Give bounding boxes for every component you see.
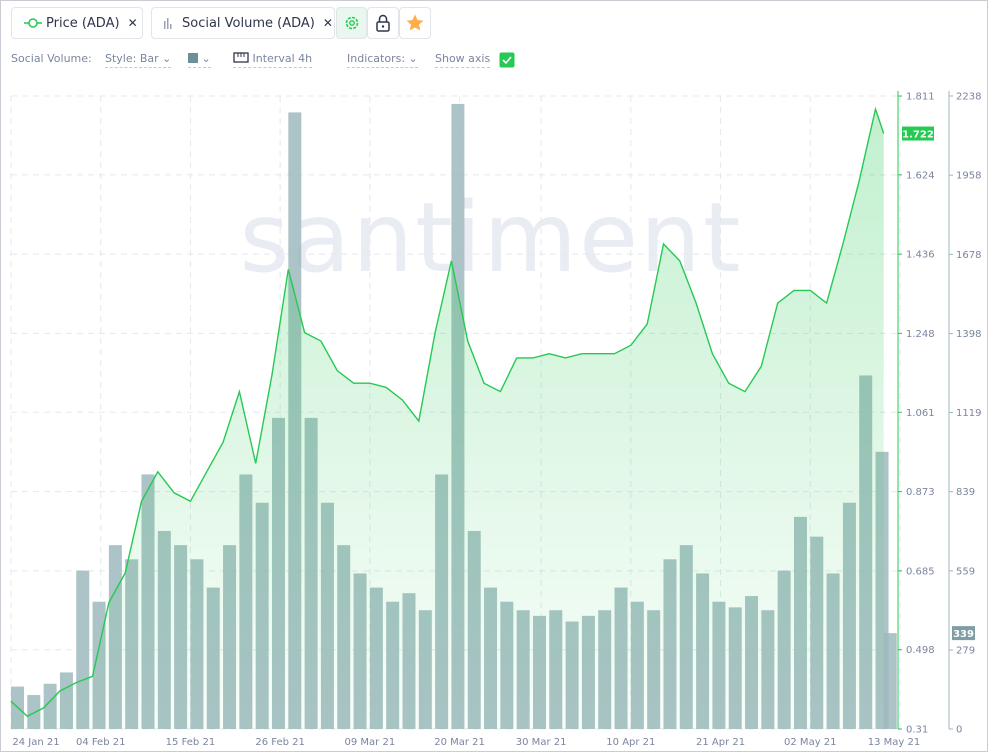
- y2-tick-label: 279: [956, 646, 975, 657]
- y2-tick-label: 1119: [956, 408, 981, 419]
- favorite-button[interactable]: [399, 7, 431, 39]
- x-tick-label: 20 Mar 21: [434, 737, 485, 748]
- x-tick-label: 04 Feb 21: [76, 737, 126, 748]
- y2-tick-label: 559: [956, 566, 975, 577]
- checkbox[interactable]: [499, 52, 515, 68]
- x-tick-label: 21 Apr 21: [696, 737, 745, 748]
- lock-icon: [376, 14, 390, 32]
- indicators-dropdown[interactable]: Indicators: ⌄: [347, 52, 418, 68]
- gear-icon: [345, 16, 358, 30]
- price-icon: [24, 18, 42, 28]
- value-badge: [952, 626, 975, 641]
- x-tick-label: 15 Feb 21: [166, 737, 216, 748]
- tab-label: Price (ADA): [46, 15, 120, 31]
- color-swatch: [188, 53, 198, 63]
- y2-tick-label: 1678: [956, 250, 981, 261]
- interval-dropdown[interactable]: Interval 4h: [233, 52, 313, 68]
- x-tick-label: 24 Jan 21: [12, 737, 59, 748]
- price-tab[interactable]: Price (ADA) ✕: [11, 7, 143, 39]
- tab-label: Social Volume (ADA): [182, 15, 315, 31]
- value-badge-label: 339: [953, 629, 974, 640]
- y2-tick-label: 1958: [956, 171, 981, 182]
- y-tick-label: 0.873: [906, 487, 935, 498]
- style-dropdown[interactable]: Style: Bar ⌄: [105, 52, 172, 68]
- show-axis-label: Show axis: [435, 52, 491, 65]
- y2-tick-label: 1398: [956, 329, 981, 340]
- x-tick-label: 13 May 21: [868, 737, 920, 748]
- bar: [883, 633, 897, 729]
- y-tick-label: 0.685: [906, 566, 935, 577]
- ruler-icon: [233, 52, 249, 63]
- x-tick-label: 30 Mar 21: [516, 737, 567, 748]
- line: [10, 106, 885, 718]
- close-icon[interactable]: ✕: [322, 16, 333, 30]
- y2-tick-label: 839: [956, 487, 975, 498]
- star-icon: [406, 14, 424, 31]
- y2-tick-label: 0: [956, 725, 962, 736]
- settings-button[interactable]: [336, 7, 367, 39]
- y-tick-label: 0.498: [906, 645, 935, 656]
- indicators-label: Indicators:: [347, 52, 406, 65]
- bar-icon: [164, 18, 172, 29]
- y2-tick-label: 2238: [956, 92, 981, 103]
- style-label: Style: Bar: [105, 52, 159, 65]
- x-tick-label: 09 Mar 21: [345, 737, 396, 748]
- volume-tab[interactable]: Social Volume (ADA) ✕: [151, 7, 335, 39]
- interval-label: Interval 4h: [252, 52, 313, 65]
- y-tick-label: 1.624: [906, 170, 935, 181]
- value-badge-label: 1.722: [902, 130, 934, 141]
- metric-label: Social Volume:: [11, 52, 92, 65]
- x-tick-label: 02 May 21: [784, 737, 836, 748]
- y-tick-label: 1.811: [906, 92, 935, 103]
- show-axis-toggle[interactable]: Show axis: [435, 52, 491, 68]
- value-badge: [902, 126, 934, 141]
- color-dropdown[interactable]: ⌄: [188, 52, 211, 68]
- plot: [10, 95, 901, 730]
- y-tick-label: 0.31: [906, 725, 928, 736]
- lock-button[interactable]: [367, 7, 399, 39]
- x-tick-label: 26 Feb 21: [255, 737, 305, 748]
- x-tick-label: 10 Apr 21: [606, 737, 655, 748]
- close-icon[interactable]: ✕: [127, 16, 138, 30]
- y-tick-label: 1.248: [906, 329, 935, 340]
- area: [11, 109, 884, 730]
- y-tick-label: 1.436: [906, 250, 935, 261]
- y-tick-label: 1.061: [906, 408, 935, 419]
